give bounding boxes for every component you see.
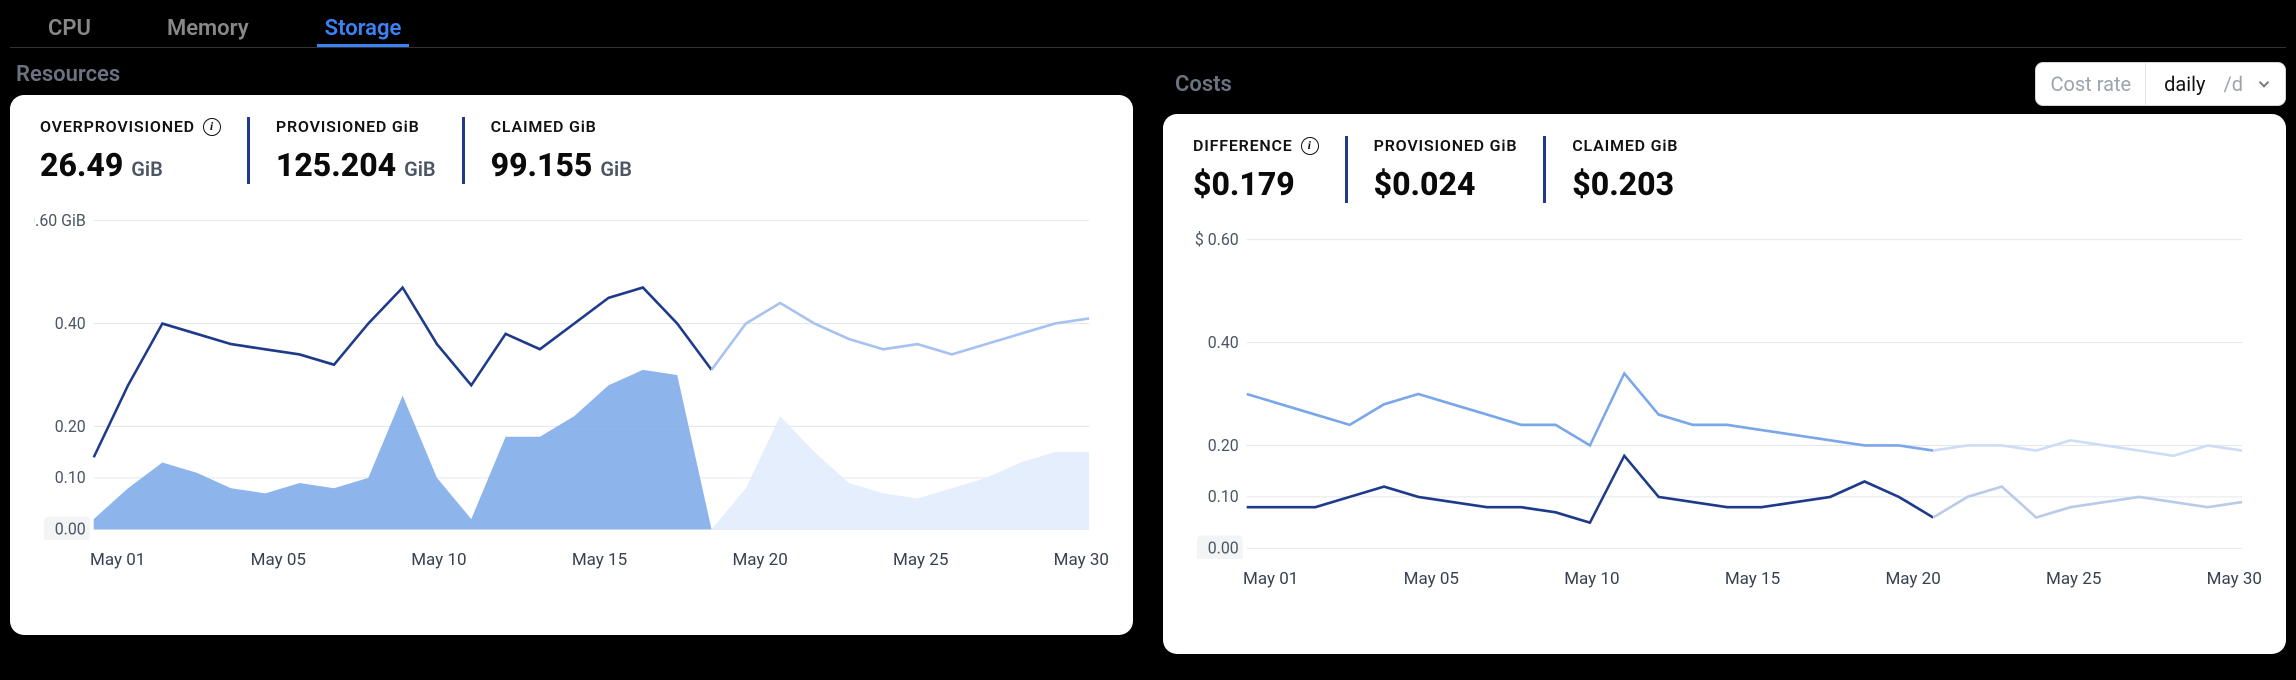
metric-value: $0.024: [1374, 165, 1518, 203]
svg-text:0.00: 0.00: [1208, 539, 1239, 559]
x-tick-label: May 01: [1243, 569, 1298, 589]
metric-overprovisioned: OVERPROVISIONED i 26.49 GiB: [34, 117, 247, 184]
svg-text:0.40: 0.40: [1208, 333, 1239, 353]
metric-number: $0.179: [1193, 165, 1295, 203]
svg-text:0.10: 0.10: [55, 469, 86, 489]
svg-text:0.00: 0.00: [55, 520, 86, 540]
metric-label: PROVISIONED GiB: [276, 117, 436, 136]
x-tick-label: May 10: [411, 550, 466, 570]
svg-text:0.20: 0.20: [55, 417, 86, 437]
info-icon[interactable]: i: [203, 118, 221, 136]
metric-claimed: CLAIMED GiB 99.155 GiB: [462, 117, 658, 184]
resources-chart: 0.60 GiB0.400.200.100.00 May 01May 05May…: [34, 210, 1109, 580]
svg-text:$ 0.60: $ 0.60: [1195, 231, 1239, 251]
metric-unit: GiB: [600, 157, 632, 181]
costs-section-label: Costs: [1169, 72, 1232, 97]
costs-card: DIFFERENCE i $0.179 PROVISIONED GiB $0.0…: [1163, 114, 2286, 654]
metric-value: 26.49 GiB: [40, 146, 221, 184]
resources-panel: Resources OVERPROVISIONED i 26.49 GiB PR…: [10, 62, 1133, 654]
x-tick-label: May 05: [251, 550, 306, 570]
metric-value: 99.155 GiB: [491, 146, 632, 184]
costs-x-labels: May 01 May 05 May 10 May 15 May 20 May 25 May …: [1187, 563, 2262, 589]
costs-chart-svg: $ 0.60 0.40 0.20 0.10 0.00: [1187, 229, 2262, 559]
resource-tabs: CPU Memory Storage: [10, 0, 2286, 48]
metric-label-text: DIFFERENCE: [1193, 136, 1293, 155]
costs-header: Costs Cost rate daily /d: [1163, 62, 2286, 106]
metric-label-text: PROVISIONED GiB: [276, 117, 420, 136]
tab-memory[interactable]: Memory: [159, 12, 257, 47]
tab-storage[interactable]: Storage: [317, 12, 410, 47]
resources-section-label: Resources: [10, 62, 1133, 87]
metric-label-text: OVERPROVISIONED: [40, 117, 195, 136]
svg-text:0.20: 0.20: [1208, 436, 1239, 456]
x-tick-label: May 25: [893, 550, 948, 570]
metric-value: 125.204 GiB: [276, 146, 436, 184]
metric-label: PROVISIONED GiB: [1374, 136, 1518, 155]
x-tick-label: May 20: [732, 550, 787, 570]
cost-rate-unit: /d: [2223, 62, 2251, 106]
metric-value: $0.203: [1572, 165, 1678, 203]
metric-label-text: PROVISIONED GiB: [1374, 136, 1518, 155]
metric-label: CLAIMED GiB: [491, 117, 632, 136]
x-tick-label: May 25: [2046, 569, 2101, 589]
resources-x-labels: May 01 May 05 May 10 May 15 May 20 May 25 May …: [34, 544, 1109, 570]
metric-difference: DIFFERENCE i $0.179: [1187, 136, 1345, 203]
resources-card: OVERPROVISIONED i 26.49 GiB PROVISIONED …: [10, 95, 1133, 635]
x-tick-label: May 20: [1885, 569, 1940, 589]
x-tick-label: May 30: [2207, 569, 2262, 589]
x-tick-label: May 10: [1564, 569, 1619, 589]
metric-label-text: CLAIMED GiB: [1572, 136, 1678, 155]
metric-provisioned: PROVISIONED GiB 125.204 GiB: [247, 117, 462, 184]
x-tick-label: May 05: [1404, 569, 1459, 589]
metric-number: $0.024: [1374, 165, 1476, 203]
metric-label-text: CLAIMED GiB: [491, 117, 597, 136]
tab-cpu[interactable]: CPU: [40, 12, 99, 47]
metric-value: $0.179: [1193, 165, 1319, 203]
costs-panel: Costs Cost rate daily /d DIFFERENCE i: [1163, 62, 2286, 654]
chevron-down-icon: [2251, 75, 2285, 93]
cost-rate-dropdown[interactable]: Cost rate daily /d: [2035, 62, 2286, 106]
metric-number: 125.204: [276, 146, 396, 184]
x-tick-label: May 01: [90, 550, 145, 570]
resources-metrics: OVERPROVISIONED i 26.49 GiB PROVISIONED …: [34, 117, 1109, 184]
x-tick-label: May 15: [572, 550, 627, 570]
x-tick-label: May 30: [1054, 550, 1109, 570]
costs-metrics: DIFFERENCE i $0.179 PROVISIONED GiB $0.0…: [1187, 136, 2262, 203]
cost-rate-value: daily: [2146, 62, 2223, 106]
metric-number: 99.155: [491, 146, 593, 184]
metric-label: OVERPROVISIONED i: [40, 117, 221, 136]
resources-chart-svg: 0.60 GiB 0.40 0.20 0.10 0.00: [34, 210, 1109, 540]
metric-cost-claimed: CLAIMED GiB $0.203: [1543, 136, 1704, 203]
cost-rate-label: Cost rate: [2036, 62, 2146, 106]
svg-text:0.40: 0.40: [55, 314, 86, 334]
svg-text:0.10: 0.10: [1208, 488, 1239, 508]
metric-number: $0.203: [1572, 165, 1674, 203]
costs-chart: $ 0.60 0.40 0.20 0.10 0.00 May 01 May 05 May 1…: [1187, 229, 2262, 599]
metric-unit: GiB: [131, 157, 163, 181]
metric-cost-provisioned: PROVISIONED GiB $0.024: [1345, 136, 1544, 203]
dashboard-content: Resources OVERPROVISIONED i 26.49 GiB PR…: [10, 48, 2286, 654]
x-tick-label: May 15: [1725, 569, 1780, 589]
metric-label: DIFFERENCE i: [1193, 136, 1319, 155]
info-icon[interactable]: i: [1301, 137, 1319, 155]
metric-label: CLAIMED GiB: [1572, 136, 1678, 155]
svg-text:0.60 GiB: 0.60 GiB: [34, 212, 86, 232]
metric-number: 26.49: [40, 146, 123, 184]
metric-unit: GiB: [404, 157, 436, 181]
